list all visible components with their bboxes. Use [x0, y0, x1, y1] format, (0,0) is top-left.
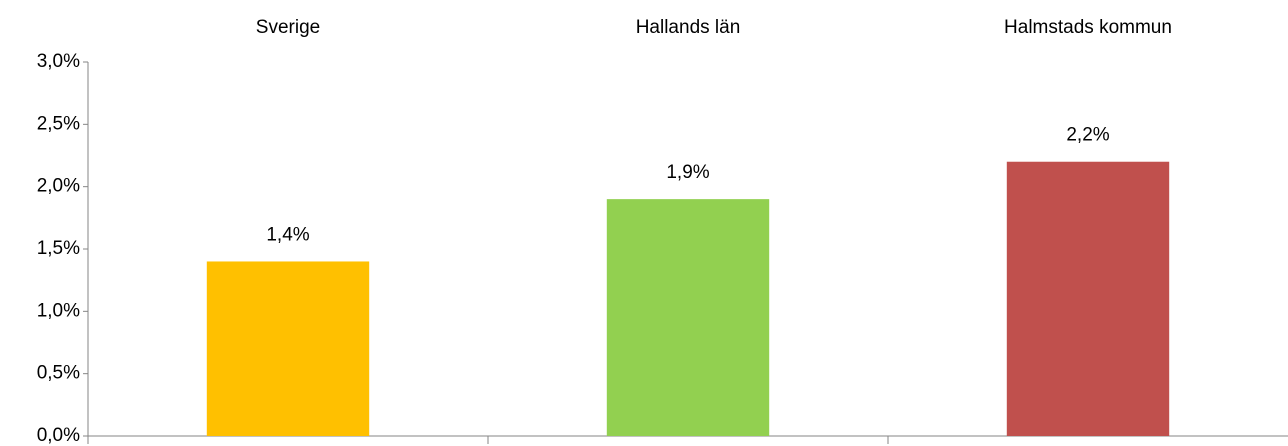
- x-tick-label: Halmstads kommun: [1004, 17, 1172, 38]
- bar: [606, 199, 770, 436]
- x-tick-label: Hallands län: [636, 17, 741, 38]
- bar: [1006, 161, 1170, 436]
- data-label: 1,4%: [266, 224, 309, 245]
- y-tick-label: 3,0%: [37, 51, 80, 72]
- y-tick-label: 0,5%: [37, 363, 80, 384]
- y-tick-label: 1,0%: [37, 300, 80, 321]
- data-label: 2,2%: [1066, 125, 1109, 146]
- y-tick-label: 2,0%: [37, 176, 80, 197]
- y-tick-label: 2,5%: [37, 113, 80, 134]
- x-tick-label: Sverige: [256, 17, 320, 38]
- y-tick-label: 0,0%: [37, 425, 80, 446]
- data-label: 1,9%: [666, 162, 709, 183]
- y-tick-label: 1,5%: [37, 238, 80, 259]
- bar: [206, 261, 370, 436]
